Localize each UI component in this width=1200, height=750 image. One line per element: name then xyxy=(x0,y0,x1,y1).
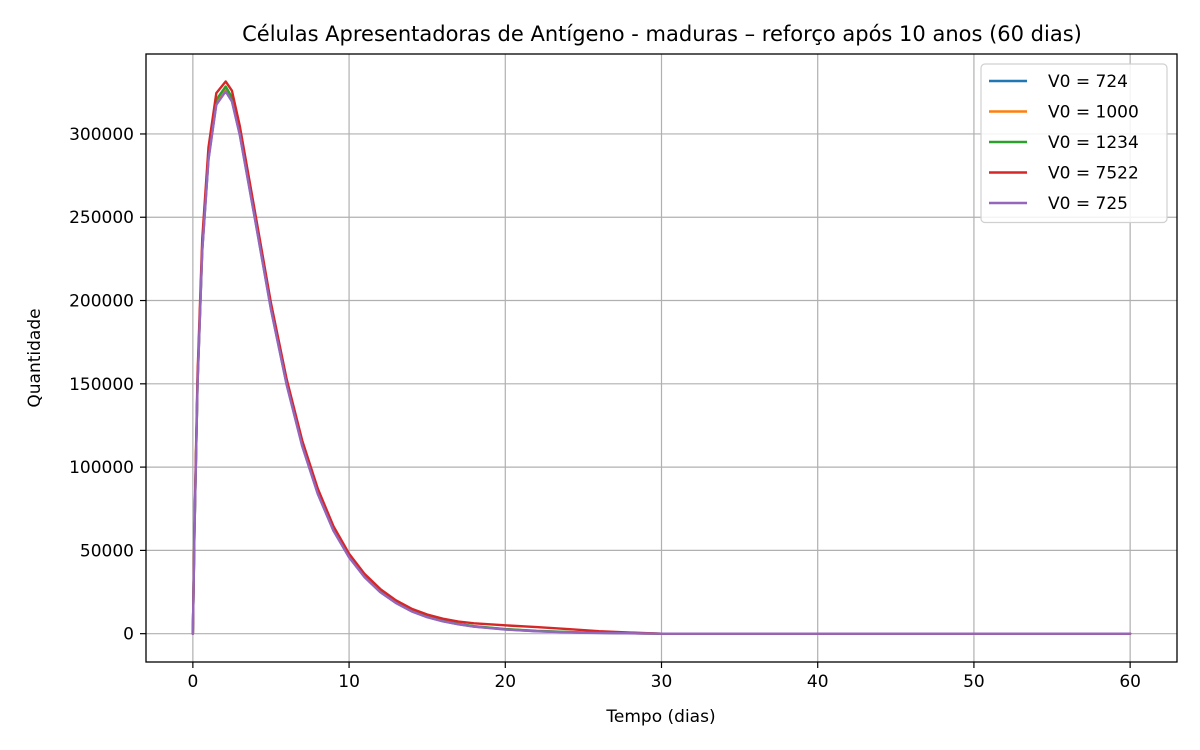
y-axis-label: Quantidade xyxy=(25,308,45,407)
series-lines xyxy=(191,80,1132,635)
x-tick-label: 10 xyxy=(338,672,360,692)
legend: V0 = 724 V0 = 1000 V0 = 1234 V0 = 7522 V0 = … xyxy=(980,63,1168,224)
legend-label: V0 = 1000 xyxy=(1048,103,1139,123)
x-tick-label: 0 xyxy=(187,672,198,692)
y-tick-label: 300000 xyxy=(69,125,134,145)
x-tick-label: 40 xyxy=(807,672,829,692)
legend-box xyxy=(980,63,1168,224)
series-line-5 xyxy=(191,90,1132,635)
y-axis-ticks: 0 50000 100000 150000 200000 250000 300000 xyxy=(69,125,146,645)
y-tick-label: 0 xyxy=(123,625,134,645)
x-tick-label: 30 xyxy=(651,672,673,692)
legend-label: V0 = 7522 xyxy=(1048,164,1139,184)
legend-label: V0 = 725 xyxy=(1048,194,1128,214)
y-tick-label: 100000 xyxy=(69,458,134,478)
x-tick-label: 60 xyxy=(1119,672,1141,692)
x-tick-label: 20 xyxy=(494,672,516,692)
x-tick-label: 50 xyxy=(963,672,985,692)
chart-title: Células Apresentadoras de Antígeno - mad… xyxy=(242,22,1082,46)
x-axis-ticks: 0 10 20 30 40 50 60 xyxy=(187,662,1141,692)
y-tick-label: 50000 xyxy=(80,541,134,561)
x-axis-label: Tempo (dias) xyxy=(605,707,715,727)
y-tick-label: 250000 xyxy=(69,208,134,228)
legend-label: V0 = 724 xyxy=(1048,72,1128,92)
series-line-4 xyxy=(191,80,1132,635)
y-tick-label: 200000 xyxy=(69,292,134,312)
legend-label: V0 = 1234 xyxy=(1048,133,1139,153)
y-tick-label: 150000 xyxy=(69,375,134,395)
